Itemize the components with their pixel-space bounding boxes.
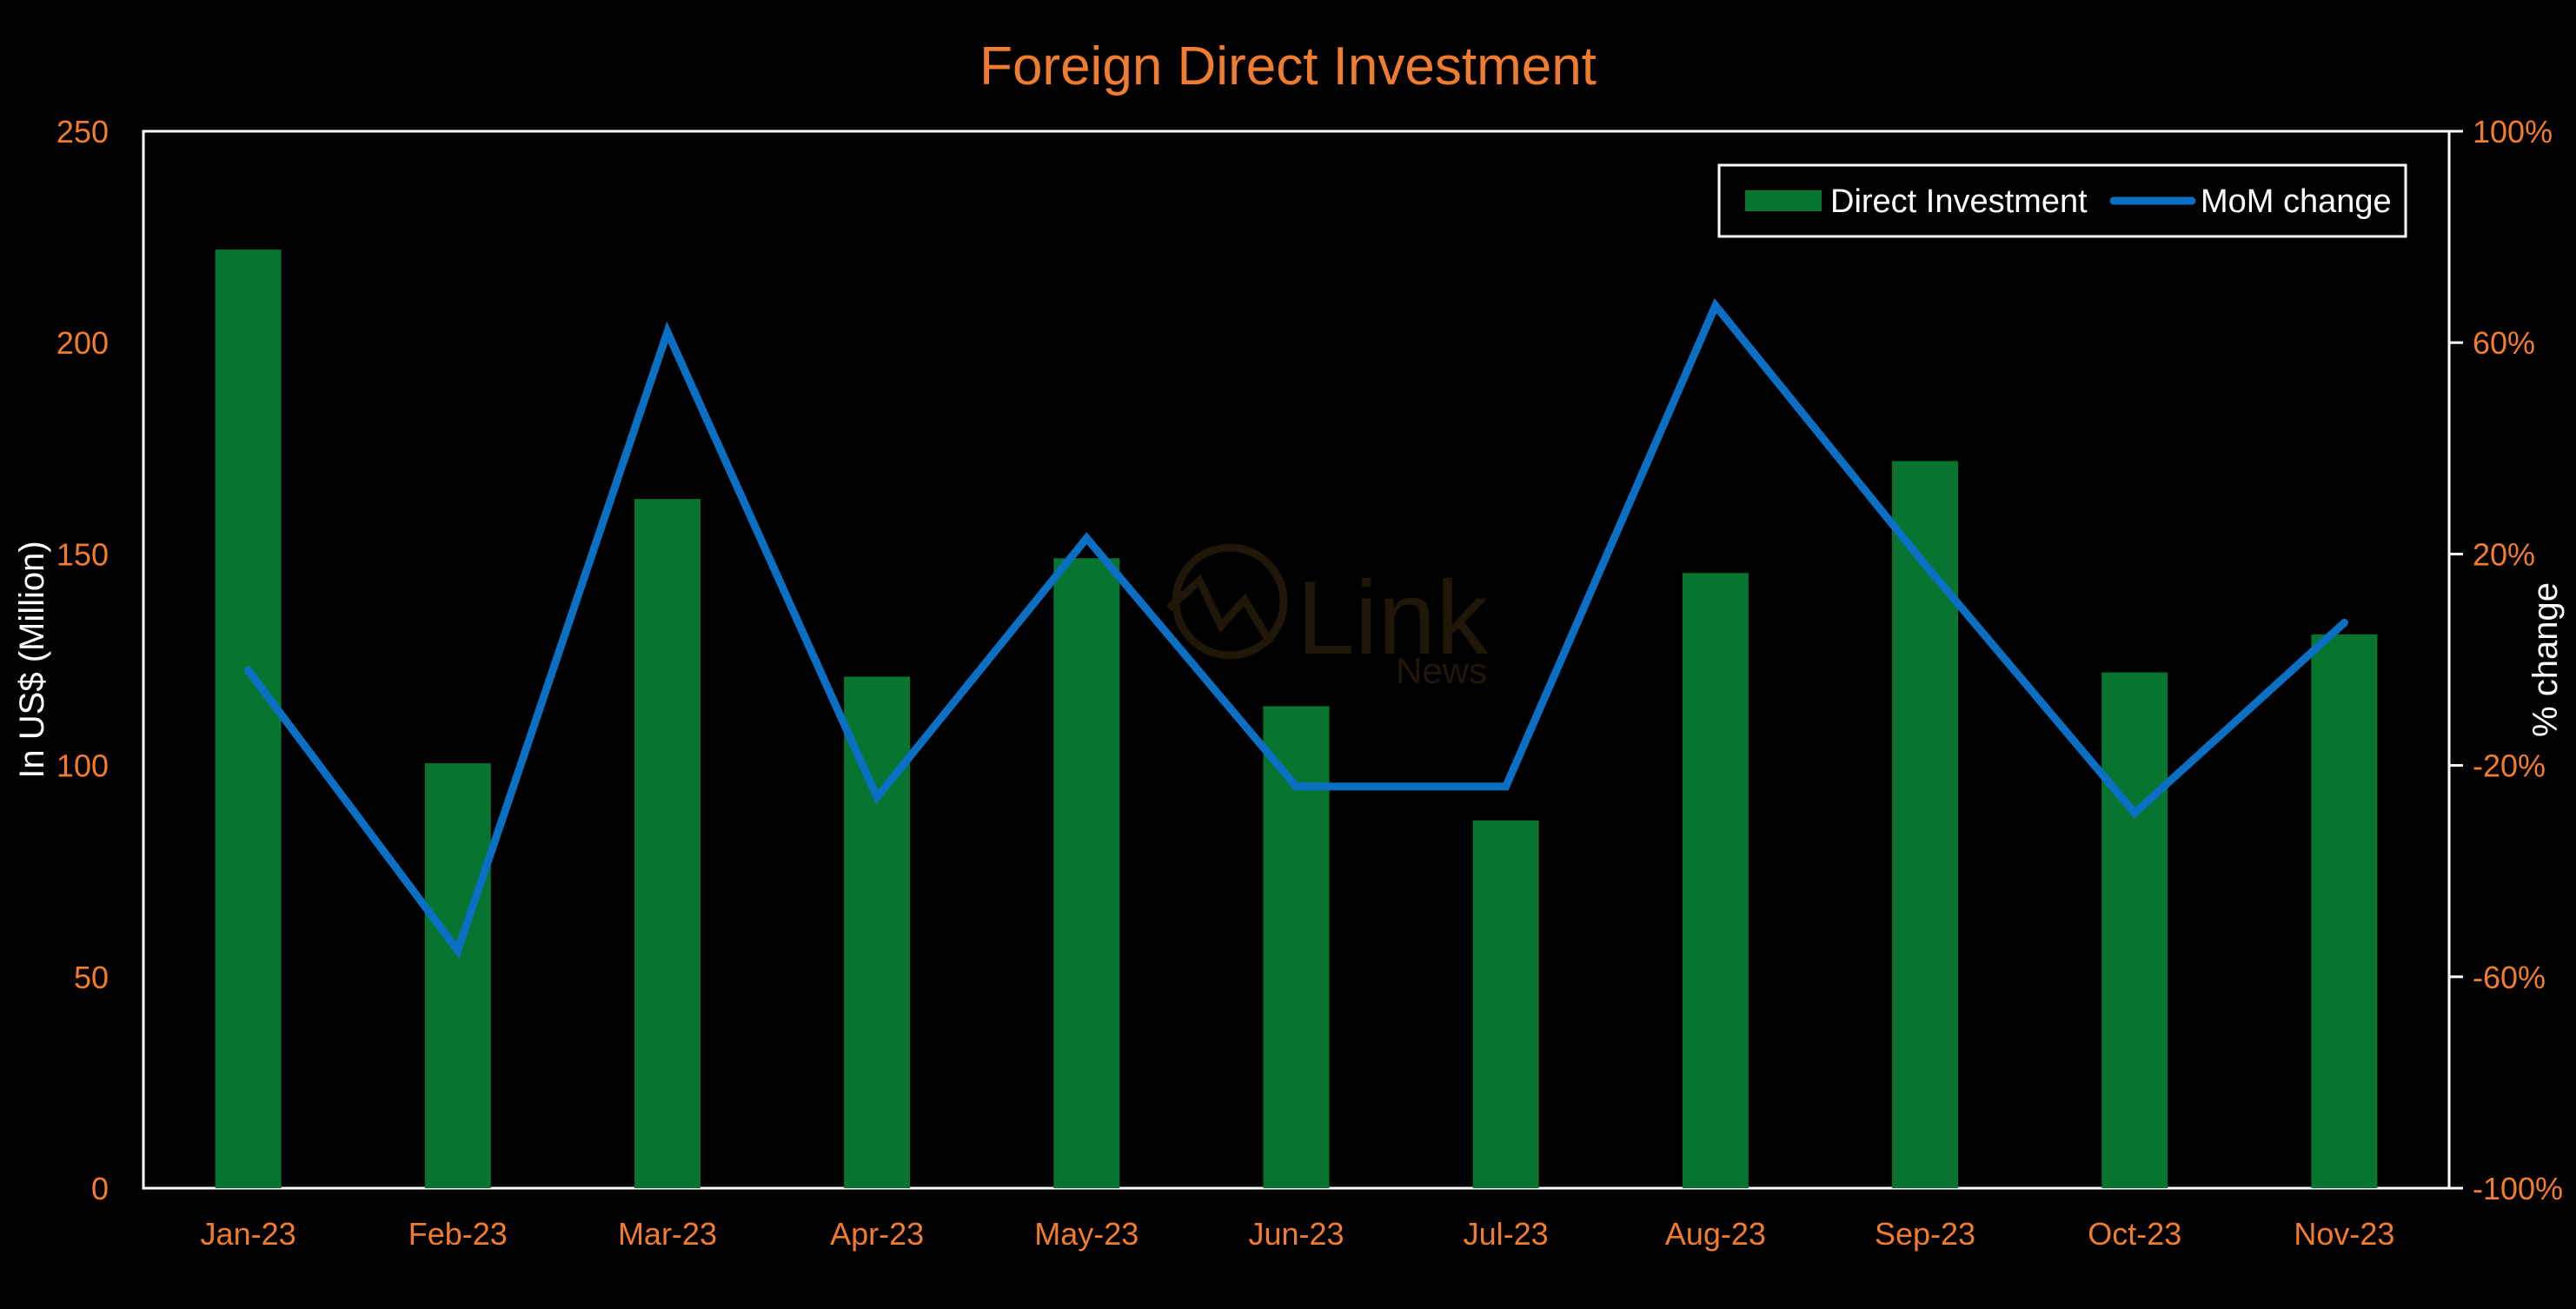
bar-may-23	[1053, 558, 1120, 1188]
line-series	[244, 298, 2348, 959]
right-tick-label: 100%	[2473, 114, 2553, 150]
bar-jan-23	[215, 249, 282, 1188]
watermark-logo: Link News	[1165, 543, 1489, 691]
line-point-oct-23	[2130, 808, 2139, 817]
legend-label-bar: Direct Investment	[1830, 183, 2088, 220]
bar-mar-23	[634, 499, 700, 1188]
x-tick-label: Apr-23	[830, 1216, 924, 1252]
x-tick-labels: Jan-23 Feb-23 Mar-23 Apr-23 May-23 Jun-23 Jul-…	[201, 1216, 2395, 1252]
left-tick-label: 100	[56, 748, 109, 784]
bars-series	[215, 249, 2378, 1188]
line-point-sep-23	[1921, 561, 1929, 569]
left-tick-labels: 0 50 100 150 200 250	[56, 114, 109, 1206]
bar-jul-23	[1472, 820, 1539, 1188]
left-axis-label: In US$ (Million)	[13, 541, 51, 778]
x-tick-label: Jun-23	[1248, 1216, 1344, 1252]
line-point-nov-23	[2340, 618, 2348, 627]
line-point-mar-23	[663, 328, 672, 336]
line-point-may-23	[1082, 534, 1091, 542]
line-point-jun-23	[1292, 782, 1300, 791]
left-tick-label: 0	[91, 1171, 109, 1206]
legend: Direct Investment MoM change	[1717, 163, 2407, 238]
bar-feb-23	[424, 763, 491, 1188]
right-tick-label: -60%	[2473, 960, 2546, 995]
x-tick-label: Feb-23	[408, 1216, 508, 1252]
line-point-feb-23	[454, 946, 462, 954]
bar-nov-23	[2311, 634, 2378, 1188]
x-tick-label: Aug-23	[1665, 1216, 1766, 1252]
bar-apr-23	[844, 676, 911, 1188]
x-tick-label: Oct-23	[2088, 1216, 2181, 1252]
legend-box	[1717, 163, 2407, 238]
chart-title: Foreign Direct Investment	[979, 37, 1597, 96]
right-axis-ticks	[2449, 130, 2463, 1190]
right-axis-label: % change	[2526, 582, 2565, 737]
bar-oct-23	[2101, 672, 2168, 1188]
right-tick-label: -20%	[2473, 748, 2546, 784]
bar-aug-23	[1682, 573, 1749, 1188]
x-tick-label: Jan-23	[201, 1216, 296, 1252]
x-tick-label: May-23	[1034, 1216, 1139, 1252]
left-tick-label: 150	[56, 536, 109, 572]
line-point-apr-23	[873, 793, 881, 801]
bar-jun-23	[1263, 706, 1330, 1188]
right-tick-labels: -100% -60% -20% 20% 60% 100%	[2473, 114, 2563, 1206]
x-tick-label: Mar-23	[618, 1216, 717, 1252]
bar-sep-23	[1892, 461, 1959, 1188]
legend-label-line: MoM change	[2201, 183, 2392, 220]
line-point-jan-23	[244, 666, 253, 674]
watermark-text: Link	[1297, 560, 1489, 676]
right-tick-label: 60%	[2473, 325, 2535, 361]
x-tick-label: Sep-23	[1875, 1216, 1975, 1252]
right-tick-label: 20%	[2473, 536, 2535, 572]
left-tick-label: 200	[56, 325, 109, 361]
left-tick-label: 250	[56, 114, 109, 150]
line-point-aug-23	[1711, 302, 1720, 310]
x-tick-label: Nov-23	[2294, 1216, 2394, 1252]
right-tick-label: -100%	[2473, 1171, 2563, 1206]
left-tick-label: 50	[74, 960, 109, 995]
x-tick-label: Jul-23	[1464, 1216, 1549, 1252]
line-point-jul-23	[1502, 782, 1510, 791]
watermark-subtext: News	[1396, 650, 1487, 691]
legend-swatch-bar	[1745, 190, 1822, 211]
